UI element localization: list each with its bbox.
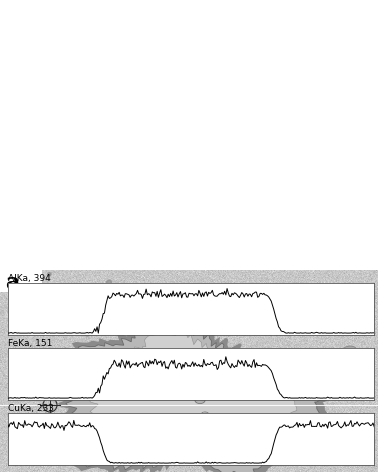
Ellipse shape bbox=[195, 396, 205, 403]
Ellipse shape bbox=[149, 365, 155, 370]
Ellipse shape bbox=[216, 388, 228, 396]
Ellipse shape bbox=[232, 377, 248, 388]
Ellipse shape bbox=[170, 419, 180, 425]
Circle shape bbox=[85, 332, 89, 337]
Circle shape bbox=[359, 358, 367, 366]
Circle shape bbox=[315, 314, 318, 318]
Ellipse shape bbox=[146, 363, 164, 377]
Ellipse shape bbox=[236, 379, 240, 382]
Ellipse shape bbox=[165, 390, 168, 392]
Ellipse shape bbox=[178, 372, 192, 382]
Circle shape bbox=[58, 355, 62, 359]
Ellipse shape bbox=[219, 389, 222, 392]
Ellipse shape bbox=[206, 361, 224, 375]
Polygon shape bbox=[58, 316, 324, 472]
Circle shape bbox=[362, 317, 367, 322]
Ellipse shape bbox=[143, 361, 167, 379]
Ellipse shape bbox=[163, 388, 174, 396]
Circle shape bbox=[98, 430, 106, 438]
Circle shape bbox=[106, 280, 112, 286]
Ellipse shape bbox=[202, 413, 208, 417]
Ellipse shape bbox=[181, 374, 185, 377]
Ellipse shape bbox=[180, 373, 190, 381]
Ellipse shape bbox=[203, 413, 205, 415]
Ellipse shape bbox=[172, 420, 178, 424]
Circle shape bbox=[168, 405, 175, 412]
Circle shape bbox=[147, 362, 156, 371]
Circle shape bbox=[208, 429, 217, 438]
Circle shape bbox=[269, 459, 274, 464]
Ellipse shape bbox=[217, 388, 227, 396]
Bar bbox=[0, 270, 42, 292]
Circle shape bbox=[259, 325, 265, 331]
Text: a: a bbox=[5, 272, 19, 294]
Polygon shape bbox=[83, 329, 300, 460]
Ellipse shape bbox=[173, 420, 175, 422]
Circle shape bbox=[179, 371, 185, 377]
Ellipse shape bbox=[197, 398, 200, 400]
Circle shape bbox=[204, 360, 212, 366]
Circle shape bbox=[298, 372, 302, 376]
Polygon shape bbox=[51, 310, 332, 472]
Circle shape bbox=[149, 456, 157, 464]
Ellipse shape bbox=[201, 412, 209, 418]
Text: AlKa, 394: AlKa, 394 bbox=[8, 274, 50, 283]
Circle shape bbox=[279, 384, 282, 388]
Ellipse shape bbox=[164, 389, 172, 395]
Text: CuKa, 233: CuKa, 233 bbox=[8, 404, 54, 413]
Ellipse shape bbox=[342, 346, 358, 358]
Ellipse shape bbox=[208, 362, 222, 373]
Ellipse shape bbox=[357, 358, 367, 366]
Circle shape bbox=[112, 437, 115, 439]
Ellipse shape bbox=[196, 397, 204, 403]
Circle shape bbox=[48, 272, 51, 276]
Circle shape bbox=[366, 414, 373, 422]
Circle shape bbox=[109, 395, 113, 399]
Circle shape bbox=[16, 361, 23, 367]
Circle shape bbox=[294, 403, 297, 406]
Circle shape bbox=[30, 300, 33, 303]
Ellipse shape bbox=[234, 378, 246, 386]
Circle shape bbox=[303, 427, 307, 431]
Ellipse shape bbox=[210, 364, 215, 368]
Text: FeKa, 151: FeKa, 151 bbox=[8, 339, 52, 348]
